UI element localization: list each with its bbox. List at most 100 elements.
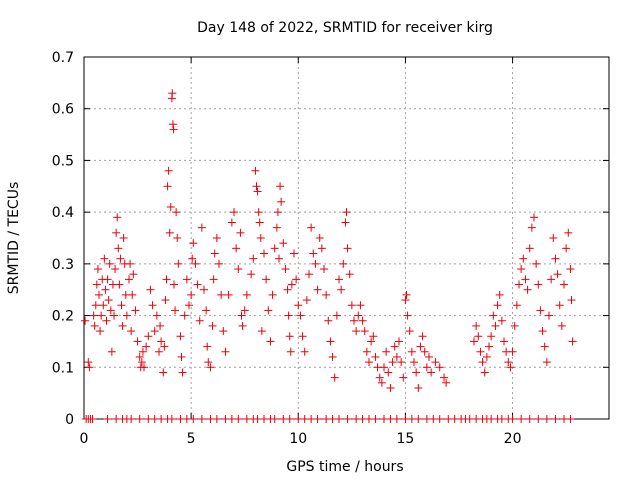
data-point [487,332,496,341]
zero-data-point [551,415,560,423]
data-point [290,249,298,258]
data-point [89,311,98,320]
data-point [170,280,178,289]
data-point [380,363,388,372]
data-point [113,213,122,222]
data-point [230,208,238,217]
data-point [335,275,343,284]
data-point [189,239,198,248]
data-point [256,234,265,242]
data-point [354,311,363,320]
data-point [100,254,109,263]
data-point [266,337,275,346]
data-point [209,275,218,284]
data-point [401,296,410,305]
data-point [197,223,206,232]
zero-data-point [414,415,423,423]
data-point [188,254,197,263]
data-point [322,290,331,299]
data-point [168,120,177,129]
data-point [249,254,258,263]
zero-data-point [212,415,221,423]
data-point [551,254,560,263]
data-point [276,182,285,191]
data-point [140,363,148,372]
data-point [286,347,295,356]
data-point [127,327,136,336]
y-tick-label: 0.5 [52,153,74,169]
data-point [119,234,128,242]
data-point [292,275,301,284]
zero-data-point [189,415,198,423]
data-point [112,228,121,237]
data-point [262,275,271,284]
data-point [305,270,313,279]
data-point [497,316,506,325]
data-point [219,327,228,336]
zero-data-point [167,415,176,423]
data-point [128,290,137,299]
data-point [227,218,236,227]
data-point [152,311,161,320]
zero-data-point [534,415,543,423]
data-point [284,311,293,320]
data-point [144,332,153,341]
data-point [515,280,523,289]
data-point [173,234,182,242]
data-point [97,311,106,320]
data-point [418,332,427,341]
data-point [320,265,328,274]
data-point [176,332,185,341]
data-point [402,290,411,299]
data-point [163,182,172,191]
data-point [125,275,133,284]
data-point [236,228,245,237]
data-point [165,228,174,237]
data-point [388,358,397,367]
data-point [255,218,264,227]
data-point [527,223,536,232]
data-point [168,89,177,98]
data-point [532,259,541,268]
data-point [399,373,408,382]
data-point [342,208,351,217]
zero-data-point [88,415,97,423]
data-point [114,244,123,253]
data-point [169,125,178,134]
data-point [542,358,551,367]
data-point [480,368,489,377]
data-point [122,311,131,320]
data-point [352,327,361,336]
y-tick-label: 0.3 [52,257,74,273]
data-point [311,259,320,268]
x-tick-label: 5 [187,431,196,447]
data-point [162,275,171,284]
data-point [180,311,189,320]
data-point [530,213,538,222]
data-point [500,337,508,346]
data-point [240,306,249,315]
data-point [564,228,573,237]
data-point [281,265,290,274]
data-point [187,290,196,299]
data-point [315,234,324,242]
data-point [482,352,491,361]
zero-data-point [335,415,343,423]
y-axis-label: SRMTID / TECUs [6,182,22,295]
zero-data-point [371,415,380,423]
data-point [332,311,341,320]
data-point [116,254,125,263]
data-point [200,285,208,294]
data-point [350,316,358,325]
y-tick-label: 0.4 [52,205,74,221]
zero-data-point [508,415,517,423]
data-point [215,259,223,268]
data-point [110,311,118,320]
data-point [470,337,478,346]
data-point [232,244,241,253]
grid [84,57,609,419]
data-point [150,327,159,336]
data-point [390,342,399,351]
zero-data-point [313,415,322,423]
data-point [420,347,429,356]
